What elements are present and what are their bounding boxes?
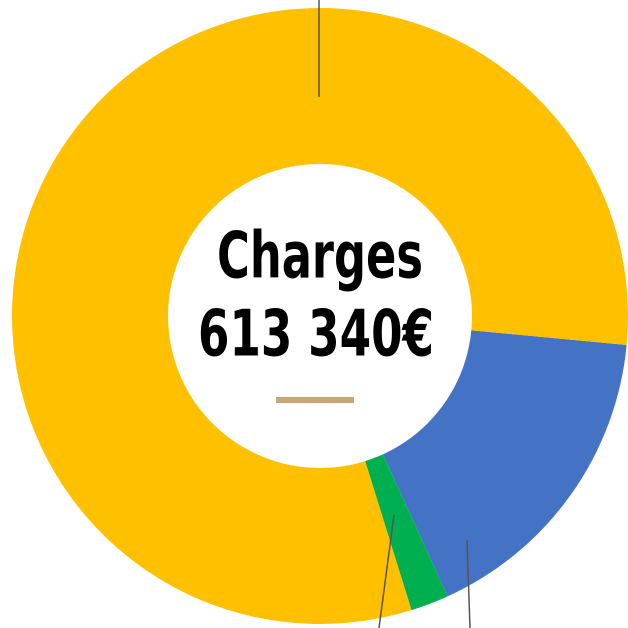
chart-subtitle: 613 340€ bbox=[198, 298, 434, 372]
chart-title: Charges bbox=[217, 220, 423, 294]
leader-line bbox=[378, 514, 395, 628]
donut-hole bbox=[168, 164, 472, 468]
leader-line bbox=[466, 539, 471, 628]
